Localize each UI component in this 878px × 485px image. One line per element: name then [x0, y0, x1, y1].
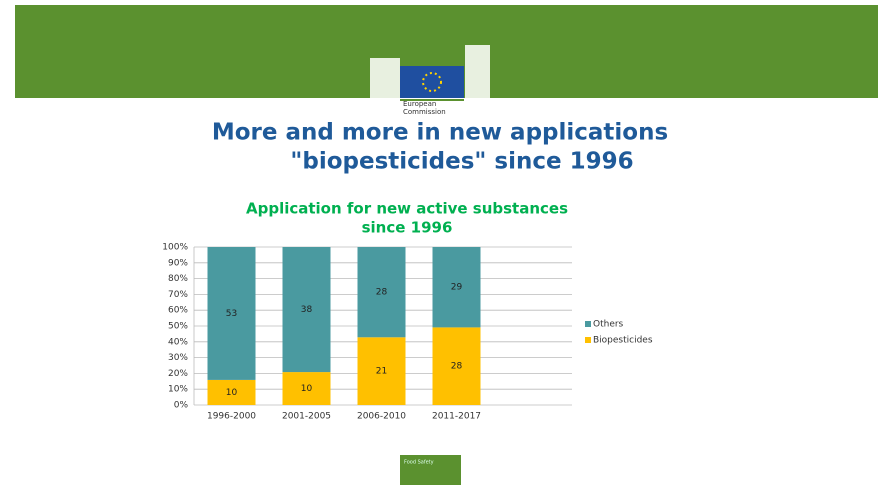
y-tick-label: 60% [168, 306, 188, 316]
bar-segment [432, 247, 481, 328]
y-tick-label: 10% [168, 385, 188, 395]
x-tick-label: 2001-2005 [282, 412, 331, 422]
bar-segment [207, 247, 256, 380]
legend-swatch [585, 337, 591, 343]
data-label: 29 [451, 283, 463, 293]
y-tick-label: 30% [168, 353, 188, 363]
x-tick-label: 1996-2000 [207, 412, 256, 422]
y-tick-label: 70% [168, 290, 188, 300]
bar-segment [357, 247, 406, 338]
data-label: 38 [301, 305, 313, 315]
legend-label: Biopesticides [593, 336, 653, 346]
slide-title: More and more in new applications [212, 120, 668, 146]
logo-text: Commission [403, 108, 446, 116]
y-tick-label: 0% [174, 401, 189, 411]
footer-text: Food Safety [404, 460, 434, 466]
bar-segment [282, 247, 331, 373]
slide-title: "biopesticides" since 1996 [290, 149, 633, 175]
logo-text: European [403, 100, 436, 108]
data-label: 28 [451, 362, 463, 372]
data-label: 28 [376, 288, 388, 298]
bar-segment [282, 372, 331, 405]
y-tick-label: 80% [168, 274, 188, 284]
data-label: 21 [376, 367, 387, 377]
chart-title: since 1996 [362, 219, 453, 237]
bar-segment [207, 379, 256, 405]
bar-segment [357, 337, 406, 405]
x-tick-label: 2006-2010 [357, 412, 406, 422]
bar-segment [432, 327, 481, 405]
y-tick-label: 20% [168, 369, 188, 379]
logo [370, 45, 490, 101]
chart-title: Application for new active substances [246, 200, 568, 218]
y-tick-label: 90% [168, 258, 188, 268]
y-tick-label: 40% [168, 337, 188, 347]
data-label: 10 [226, 388, 238, 398]
legend-label: Others [593, 320, 624, 330]
legend-swatch [585, 321, 591, 327]
y-tick-label: 50% [168, 322, 188, 332]
data-label: 53 [226, 309, 237, 319]
data-label: 10 [301, 384, 313, 394]
footer-box [400, 455, 461, 485]
x-tick-label: 2011-2017 [432, 412, 481, 422]
y-tick-label: 100% [162, 243, 188, 253]
